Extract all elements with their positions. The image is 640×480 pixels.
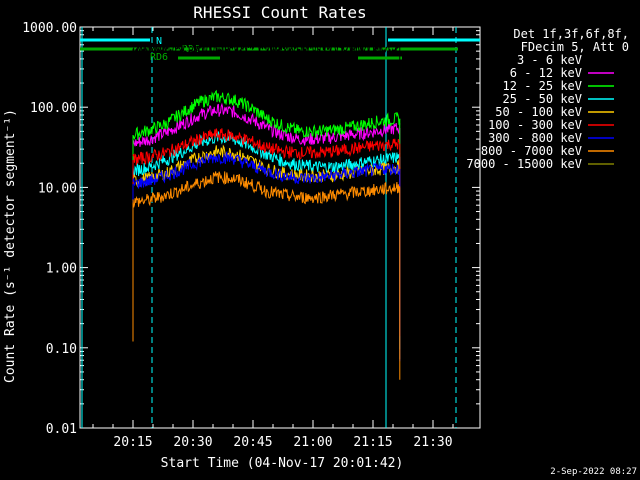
series-line (132, 131, 401, 178)
chart-title: RHESSI Count Rates (193, 3, 366, 22)
series-line (132, 171, 401, 208)
y-tick-label: 1000.00 (22, 21, 77, 36)
x-tick-label: 20:45 (233, 435, 272, 450)
series-line (132, 89, 401, 140)
x-tick-label: 21:15 (353, 435, 392, 450)
x-tick-label: 21:30 (413, 435, 452, 450)
legend-label: 6 - 12 keV (510, 66, 582, 80)
legend-label: 50 - 100 keV (495, 105, 582, 119)
y-tick-label: 0.01 (46, 422, 77, 437)
y-tick-label: 0.10 (46, 342, 77, 357)
legend-label: 12 - 25 keV (503, 79, 582, 93)
flag-annotation: RD6 (150, 52, 168, 63)
x-axis-label: Start Time (04-Nov-17 20:01:42) (161, 456, 404, 471)
legend-label: 7000 - 15000 keV (466, 157, 582, 171)
series-line (132, 39, 401, 56)
legend-label: 800 - 7000 keV (481, 144, 582, 158)
legend-label: 25 - 50 keV (503, 92, 582, 106)
legend-header-line-1: Det 1f,3f,6f,8f, (513, 27, 629, 41)
y-tick-label: 10.00 (38, 181, 77, 196)
x-tick-label: 20:30 (173, 435, 212, 450)
x-tick-label: 20:15 (113, 435, 152, 450)
legend-label: 3 - 6 keV (517, 53, 582, 67)
y-tick-label: 1.00 (46, 262, 77, 277)
series-line (132, 150, 401, 189)
plot-area: 1000.00 100.00 10.00 1.00 0.10 0.01 20:15 20:30… (22, 21, 614, 450)
flag-annotation: N (156, 36, 162, 47)
plot-frame (79, 26, 481, 429)
y-axis-label: Count Rate (s⁻¹ detector segment⁻¹) (3, 109, 18, 383)
legend-label: 100 - 300 keV (488, 118, 582, 132)
footer-date: 2-Sep-2022 08:27 (550, 467, 637, 477)
y-tick-label: 100.00 (30, 101, 77, 116)
series-line (132, 102, 401, 147)
x-tick-label: 21:00 (293, 435, 332, 450)
legend-header-line-2: FDecim 5, Att 0 (521, 40, 629, 54)
legend-label: 300 - 800 keV (488, 131, 582, 145)
series-line (132, 128, 401, 166)
